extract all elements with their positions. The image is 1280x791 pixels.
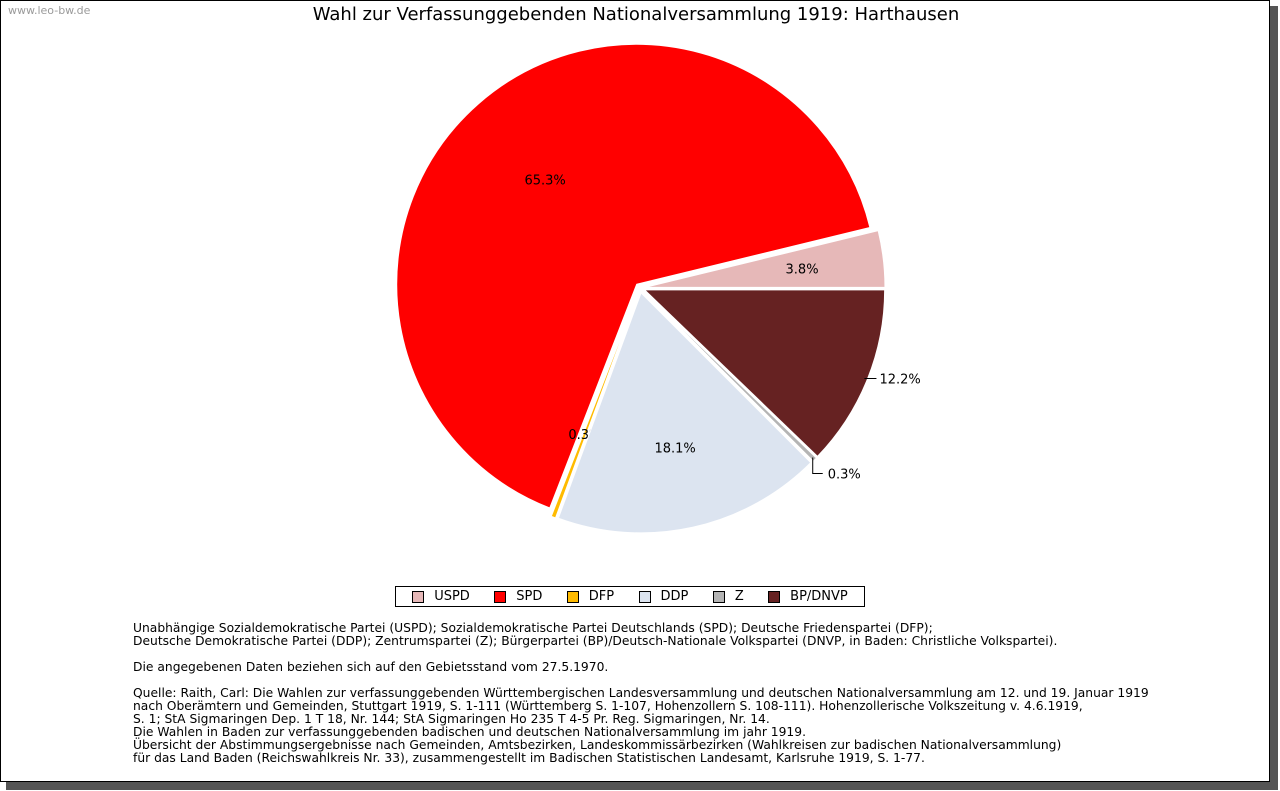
legend-label-ddp: DDP (660, 589, 689, 604)
legend-item-spd: SPD (494, 589, 542, 604)
footnote-source-line-2: nach Oberämtern und Gemeinden, Stuttgart… (133, 699, 1083, 713)
pie-slice-spd (396, 43, 871, 509)
footnote-territory: Die angegebenen Daten beziehen sich auf … (133, 660, 609, 674)
leader-line-z (812, 457, 823, 474)
legend-swatch-spd (494, 590, 507, 603)
legend: USPD SPD DFP DDP Z BP/DNVP (395, 586, 865, 607)
legend-swatch-ddp (638, 590, 651, 603)
legend-swatch-uspd (412, 590, 425, 603)
pie-slice-z (643, 291, 818, 462)
legend-swatch-z (712, 590, 725, 603)
chart-title: Wahl zur Verfassunggebenden Nationalvers… (312, 4, 960, 25)
pie-slice-uspd (644, 230, 886, 288)
footnote-source-line-6: für das Land Baden (Reichswahlkreis Nr. … (133, 751, 925, 765)
legend-swatch-bp-dnvp (768, 590, 781, 603)
watermark: www.leo-bw.de (8, 4, 91, 17)
slice-label-z: 0.3% (828, 467, 861, 482)
pie-slice-dfp (550, 292, 639, 519)
pie-slice-bp-dnvp (643, 289, 886, 458)
slice-label-uspd: 3.8% (786, 263, 819, 278)
footnote-source-line-4: Die Wahlen in Baden zur verfassunggebend… (133, 725, 806, 739)
footnote-source-line-3: S. 1; StA Sigmaringen Dep. 1 T 18, Nr. 1… (133, 712, 770, 726)
slice-label-ddp: 18.1% (654, 441, 695, 456)
frame-shadow-bottom (6, 782, 1278, 790)
legend-item-ddp: DDP (638, 589, 689, 604)
legend-item-uspd: USPD (412, 589, 470, 604)
slice-label-bp-dnvp: 12.2% (879, 372, 920, 387)
legend-label-uspd: USPD (434, 589, 470, 604)
footnote-source-line-5: Übersicht der Abstimmungsergebnisse nach… (133, 738, 1062, 752)
legend-swatch-dfp (566, 590, 579, 603)
pie-slice-ddp (557, 291, 812, 534)
legend-label-dfp: DFP (588, 589, 615, 604)
frame-shadow-right (1270, 6, 1278, 788)
footnote-parties-line-1: Unabhängige Sozialdemokratische Partei (… (133, 621, 933, 635)
legend-item-z: Z (712, 589, 744, 604)
legend-item-bp-dnvp: BP/DNVP (768, 589, 848, 604)
slice-label-spd: 65.3% (524, 174, 565, 189)
legend-item-dfp: DFP (566, 589, 615, 604)
footnotes: Unabhängige Sozialdemokratische Partei (… (133, 622, 1253, 765)
footnote-parties-line-2: Deutsche Demokratische Partei (DDP); Zen… (133, 634, 1058, 648)
legend-label-spd: SPD (516, 589, 543, 604)
legend-label-z: Z (734, 589, 744, 604)
footnote-source-line-1: Quelle: Raith, Carl: Die Wahlen zur verf… (133, 686, 1149, 700)
legend-label-bp-dnvp: BP/DNVP (790, 589, 848, 604)
